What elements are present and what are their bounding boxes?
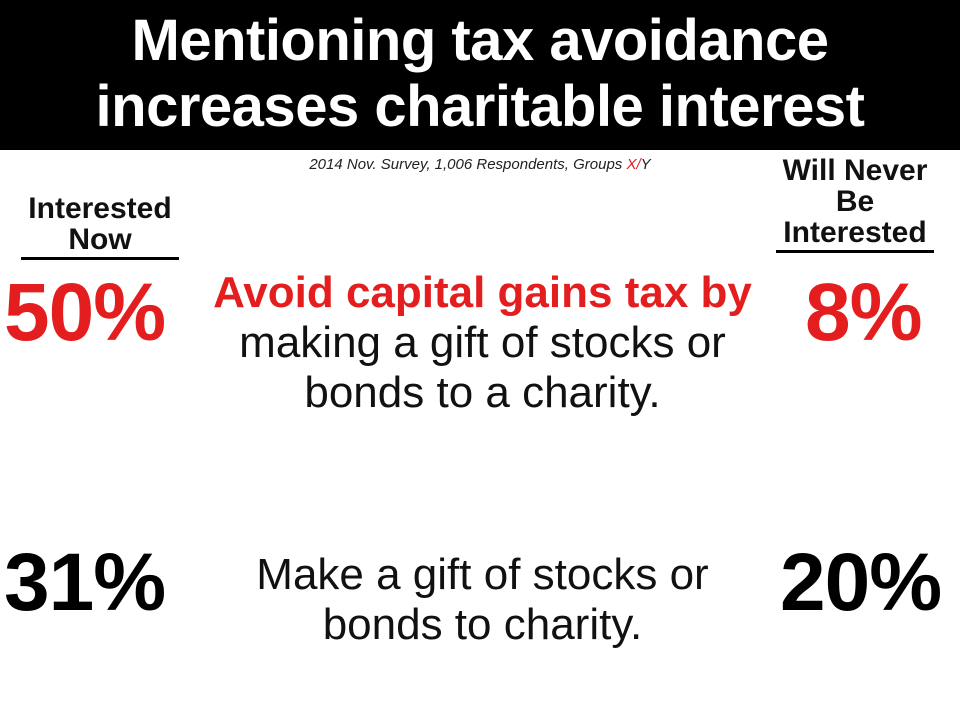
row1-statement: Avoid capital gains tax by making a gift… [200, 268, 765, 418]
row1-interested-now-value: 50% [4, 267, 166, 358]
title-line-2: increases charitable interest [95, 74, 865, 139]
never-interested-header: Will Never Be Interested [755, 155, 955, 253]
row1-statement-emphasis: Avoid capital gains tax by [213, 268, 752, 317]
row2-interested-now-value: 31% [4, 537, 166, 628]
never-interested-header-line1: Will Never [782, 154, 928, 187]
title-line-1: Mentioning tax avoidance [131, 8, 830, 73]
survey-subtitle: 2014 Nov. Survey, 1,006 Respondents, Gro… [0, 155, 960, 175]
never-interested-header-line2: Be [835, 185, 875, 218]
subtitle-slash: / [636, 156, 641, 173]
header-underline-left [21, 257, 179, 260]
never-interested-header-line3: Interested [783, 216, 927, 249]
interested-now-header-line1: Interested [28, 192, 172, 225]
row1-never-interested-value: 8% [805, 267, 923, 358]
subtitle-group-y: Y [640, 156, 651, 173]
interested-now-header: Interested Now [0, 193, 200, 260]
header-underline-right [776, 250, 934, 253]
title-banner: Mentioning tax avoidance increases chari… [0, 0, 960, 150]
subtitle-text: 2014 Nov. Survey, 1,006 Respondents, Gro… [309, 156, 627, 173]
subtitle-group-x: X [626, 156, 637, 173]
row2-statement: Make a gift of stocks or bonds to charit… [256, 550, 709, 649]
interested-now-header-line2: Now [68, 223, 132, 256]
row2-never-interested-value: 20% [780, 537, 942, 628]
row1-statement-rest: making a gift of stocks or bonds to a ch… [239, 318, 726, 417]
